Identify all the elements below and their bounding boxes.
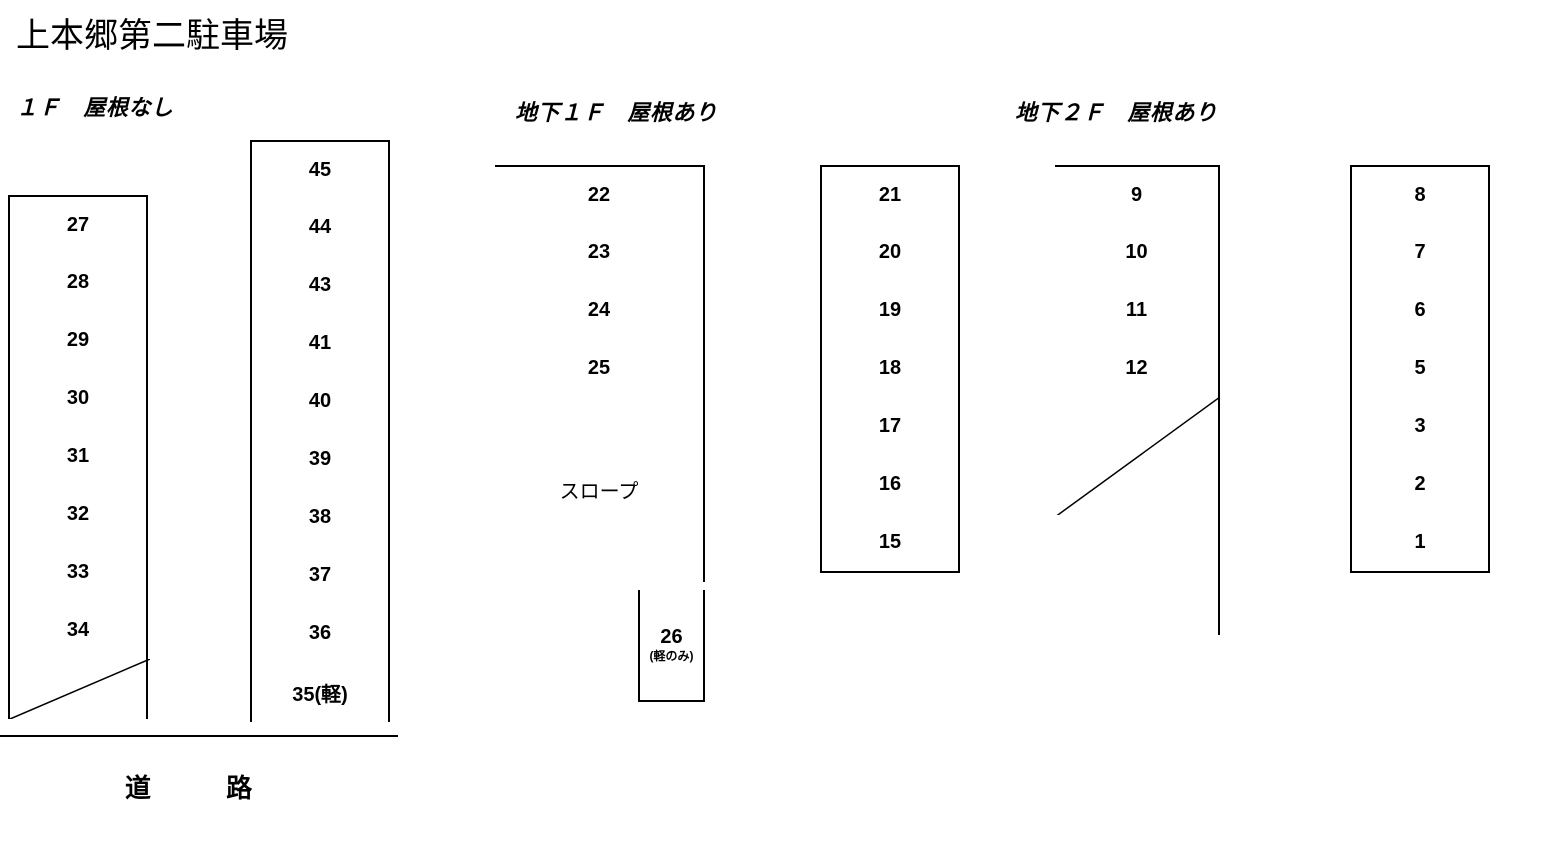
parking-cell: 43 (250, 256, 390, 316)
parking-cell-label: 30 (67, 387, 89, 410)
parking-cell-label: 22 (588, 184, 610, 207)
parking-cell-label: 27 (67, 214, 89, 237)
parking-cell: 25 (495, 339, 705, 399)
kei-only-cell: 26(軽のみ) (638, 590, 705, 702)
parking-cell-label: 44 (309, 216, 331, 239)
parking-cell: 38 (250, 488, 390, 548)
parking-cell-label: 12 (1125, 357, 1147, 380)
parking-cell: 3 (1350, 397, 1490, 457)
parking-cell-label: 28 (67, 271, 89, 294)
parking-cell: 37 (250, 546, 390, 606)
unusable-cell (1055, 397, 1220, 517)
parking-cell-label: 39 (309, 448, 331, 471)
parking-cell-label: 38 (309, 506, 331, 529)
section-title-b2: 地下２Ｆ 屋根あり (1015, 95, 1218, 127)
parking-cell-label: 18 (879, 357, 901, 380)
parking-cell-label: 9 (1131, 184, 1142, 207)
parking-cell-label: 43 (309, 274, 331, 297)
parking-cell: 29 (8, 311, 148, 371)
parking-cell: 21 (820, 165, 960, 225)
parking-cell-label: 1 (1414, 531, 1425, 554)
diagonal-slash-icon (1055, 397, 1220, 517)
parking-cell-label: 41 (309, 332, 331, 355)
parking-cell: 28 (8, 253, 148, 313)
parking-cell-label: 23 (588, 241, 610, 264)
parking-cell-label: 25 (588, 357, 610, 380)
parking-cell: 20 (820, 223, 960, 283)
parking-cell: 24 (495, 281, 705, 341)
road-label: 道 路 (125, 768, 266, 805)
open-area (1055, 515, 1220, 635)
parking-cell: 11 (1055, 281, 1220, 341)
slope-label: スロープ (560, 475, 639, 504)
parking-cell-label: 11 (1126, 299, 1147, 322)
parking-cell: 22 (495, 165, 705, 225)
parking-cell-label: 3 (1414, 415, 1425, 438)
parking-cell: 41 (250, 314, 390, 374)
parking-cell: 23 (495, 223, 705, 283)
parking-cell: 15 (820, 513, 960, 573)
section-title-1f: １Ｆ 屋根なし (16, 90, 174, 122)
parking-cell-label: 29 (67, 329, 89, 352)
parking-cell: 12 (1055, 339, 1220, 399)
parking-cell-label: 32 (67, 503, 89, 526)
parking-cell-label: 7 (1414, 241, 1425, 264)
parking-cell-label: 17 (879, 415, 901, 438)
page-title: 上本郷第二駐車場 (16, 8, 288, 57)
parking-cell: 35(軽) (250, 662, 390, 722)
parking-diagram: 上本郷第二駐車場 １Ｆ 屋根なし 地下１Ｆ 屋根あり 地下２Ｆ 屋根あり 道 路… (0, 0, 1565, 852)
parking-cell-label: 35(軽) (292, 678, 348, 707)
parking-cell: 1 (1350, 513, 1490, 573)
parking-cell-label: 33 (67, 561, 89, 584)
parking-cell-label: 40 (309, 390, 331, 413)
parking-cell-label: 16 (879, 473, 901, 496)
parking-cell-label: 34 (67, 619, 89, 642)
parking-cell-label: 45 (309, 159, 331, 182)
parking-cell-label: 6 (1414, 299, 1425, 322)
parking-cell-label: 36 (309, 622, 331, 645)
parking-cell: 5 (1350, 339, 1490, 399)
parking-cell: 9 (1055, 165, 1220, 225)
parking-cell: 16 (820, 455, 960, 515)
parking-cell: 40 (250, 372, 390, 432)
parking-cell-label: 21 (879, 184, 901, 207)
parking-cell: 45 (250, 140, 390, 200)
parking-cell-label: 20 (879, 241, 901, 264)
parking-cell-label: 19 (879, 299, 901, 322)
parking-cell: 30 (8, 369, 148, 429)
parking-cell: 32 (8, 485, 148, 545)
parking-cell-label: 31 (67, 445, 89, 468)
parking-cell: 2 (1350, 455, 1490, 515)
parking-cell-sublabel: (軽のみ) (650, 649, 694, 663)
parking-cell: 8 (1350, 165, 1490, 225)
parking-cell: 6 (1350, 281, 1490, 341)
road-baseline (0, 735, 398, 737)
parking-cell: 10 (1055, 223, 1220, 283)
parking-cell-label: 5 (1414, 357, 1425, 380)
parking-cell-label: 15 (879, 531, 901, 554)
parking-cell: 31 (8, 427, 148, 487)
parking-cell: 7 (1350, 223, 1490, 283)
parking-cell: 36 (250, 604, 390, 664)
parking-cell-label: 26 (660, 626, 682, 649)
parking-cell-label: 37 (309, 564, 331, 587)
slope-area: スロープ (495, 397, 705, 582)
parking-cell: 44 (250, 198, 390, 258)
parking-cell: 17 (820, 397, 960, 457)
parking-cell: 18 (820, 339, 960, 399)
parking-cell: 19 (820, 281, 960, 341)
parking-cell-label: 8 (1414, 184, 1425, 207)
parking-cell-label: 10 (1125, 241, 1147, 264)
parking-cell: 34 (8, 601, 148, 661)
section-title-b1: 地下１Ｆ 屋根あり (515, 95, 718, 127)
diagonal-slash-icon (10, 659, 150, 719)
parking-cell-label: 2 (1414, 473, 1425, 496)
parking-cell: 33 (8, 543, 148, 603)
parking-cell-label: 24 (588, 299, 610, 322)
unusable-cell (8, 659, 148, 719)
parking-cell: 27 (8, 195, 148, 255)
parking-cell: 39 (250, 430, 390, 490)
